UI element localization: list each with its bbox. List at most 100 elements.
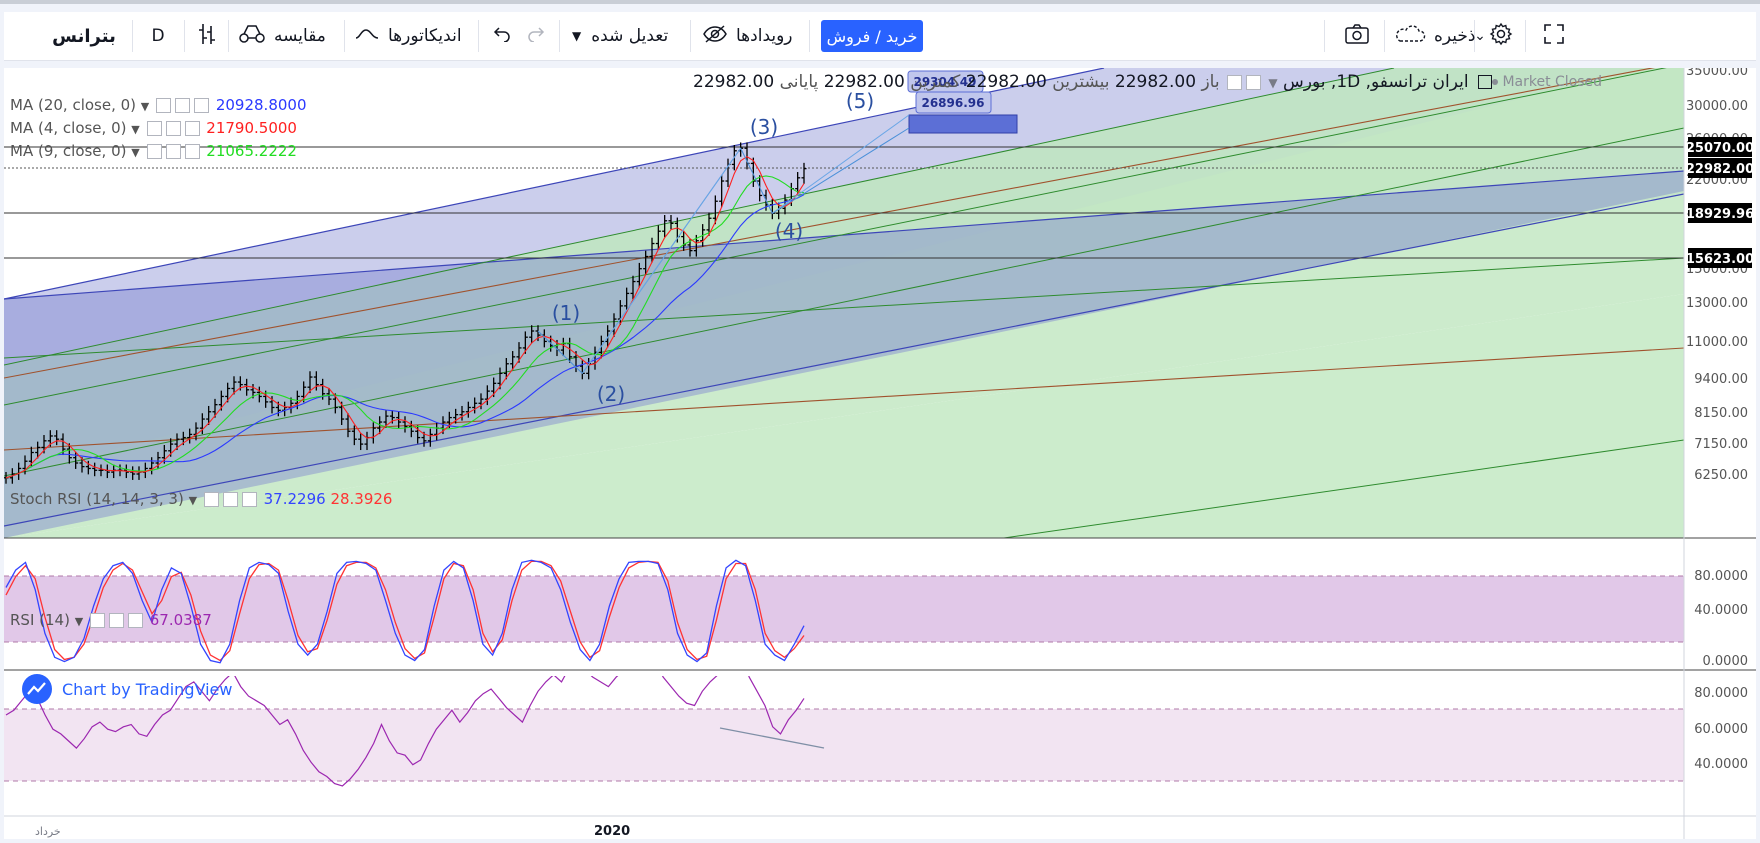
symbol-title: ایران ترانسفو, 1D, بورس [1283, 72, 1469, 92]
rsi-band-fill [4, 709, 1684, 781]
ma4-eye-icon[interactable] [146, 121, 162, 136]
green-line-4 [4, 257, 1684, 359]
interval-button[interactable]: D [151, 26, 165, 46]
price-bar [149, 457, 155, 475]
adjustment-dropdown[interactable]: ▼ تعدیل شده [572, 12, 682, 60]
save-button[interactable]: ذخیره [1394, 12, 1476, 60]
price-bar [668, 214, 674, 230]
ma4-legend[interactable]: MA (4, close, 0) ▼ 21790.5000 [10, 119, 297, 137]
compare-button[interactable]: مقایسه [238, 12, 334, 60]
price-bar [706, 212, 712, 236]
symbol-search[interactable]: بترانس [52, 25, 116, 47]
price-bar [427, 428, 433, 447]
stoch-k-value: 37.2296 [263, 490, 326, 508]
undo-button[interactable] [486, 12, 516, 60]
price-bar [415, 425, 421, 444]
price-bar [212, 398, 218, 418]
time-axis[interactable]: خرداد 2020 [35, 824, 630, 839]
chart-area[interactable]: (1) (2) (3) (4) (5) 35000.00 30 [4, 64, 1756, 839]
stoch-close-icon[interactable] [241, 492, 257, 507]
indicators-button[interactable]: اندیکاتورها [354, 12, 469, 60]
legend-settings-icon[interactable] [1226, 74, 1242, 90]
price-bar [750, 157, 756, 187]
price-bar [636, 262, 642, 288]
rsi-gear-icon[interactable] [108, 613, 124, 628]
ma9-gear-icon[interactable] [165, 144, 181, 159]
redo-button[interactable] [522, 12, 552, 60]
events-button[interactable]: رویدادها [702, 12, 802, 60]
fullscreen-button[interactable] [1532, 12, 1576, 60]
target-label-2: 26896.96 [921, 96, 984, 110]
drawings-layer [4, 68, 1684, 538]
price-bar [206, 405, 212, 425]
stoch-tick-label: 80.0000 [1694, 569, 1748, 584]
time-label-khordad: خرداد [35, 825, 61, 838]
main-legend: ایران ترانسفو, 1D, بورس ▼ باز 22982.00 ب… [693, 72, 1492, 92]
chevron-down-icon: ⌄ [1474, 28, 1486, 44]
ma9-eye-icon[interactable] [146, 144, 162, 159]
ma9-value: 21065.2222 [206, 142, 297, 160]
price-bar [383, 410, 389, 428]
ma20-line [5, 194, 805, 479]
save-menu-chevron[interactable]: ⌄ [1470, 12, 1490, 60]
snapshot-button[interactable] [1335, 12, 1379, 60]
compare-label: مقایسه [274, 26, 326, 46]
target-zone-box [908, 114, 1018, 134]
ma4-label: MA (4, close, 0) [10, 119, 127, 137]
top-toolbar: ⌄ ذخیره خرید [4, 12, 1756, 61]
price-level-tag [1688, 203, 1752, 223]
green-line-3 [4, 68, 1667, 406]
tradingview-watermark[interactable]: Chart by TradingView [22, 674, 232, 704]
legend-menu-icon[interactable]: ▼ [1268, 76, 1278, 90]
rsi-eye-icon[interactable] [89, 613, 105, 628]
price-tick-label: 11000.00 [1686, 335, 1748, 350]
price-bar [92, 462, 98, 477]
green-line-2 [4, 127, 1684, 477]
rsi-close-icon[interactable] [127, 613, 143, 628]
chart-type-button[interactable] [192, 12, 222, 60]
price-level-tag [1688, 158, 1752, 178]
price-bar [155, 451, 161, 469]
undo-icon [491, 26, 511, 47]
elliott-wave-labels: (1) (2) (3) (4) (5) [552, 89, 874, 406]
ma9-legend[interactable]: MA (9, close, 0) ▼ 21065.2222 [10, 142, 297, 160]
stoch-gear-icon[interactable] [222, 492, 238, 507]
price-bar [643, 250, 649, 275]
stoch-eye-icon[interactable] [203, 492, 219, 507]
price-series-layer [4, 114, 910, 484]
gear-icon [1489, 22, 1513, 51]
indicators-label: اندیکاتورها [388, 26, 462, 46]
price-bar [649, 237, 655, 263]
ma9-close-icon[interactable] [184, 144, 200, 159]
legend-collapse-icon[interactable] [1478, 75, 1492, 89]
price-level-label: 22982.00 [1686, 162, 1754, 177]
price-bar [313, 371, 319, 391]
target-label-1: 29304.49 [913, 75, 976, 89]
ma20-legend[interactable]: MA (20, close, 0) ▼ 20928.8000 [10, 96, 307, 114]
price-bar [54, 430, 60, 446]
watermark-text: Chart by TradingView [62, 679, 233, 699]
price-bar [193, 422, 199, 441]
rsi-legend[interactable]: RSI (14) ▼ 67.0387 [10, 611, 212, 629]
ma20-close-icon[interactable] [194, 98, 210, 113]
price-bar [22, 455, 28, 475]
green-line-1 [4, 68, 1395, 366]
ma4-gear-icon[interactable] [165, 121, 181, 136]
stoch-band-fill [4, 576, 1684, 642]
settings-button[interactable] [1481, 12, 1521, 60]
camera-icon [1344, 23, 1370, 50]
ma9-label: MA (9, close, 0) [10, 142, 127, 160]
price-level-label: 25070.00 [1686, 141, 1754, 156]
ma4-close-icon[interactable] [184, 121, 200, 136]
open-value: 22982.00 [1114, 72, 1197, 92]
ma20-eye-icon[interactable] [156, 98, 172, 113]
pitchfork-green-mid-fill [4, 68, 1684, 538]
price-axis[interactable]: 35000.0030000.0026000.0022000.0018000.00… [1686, 64, 1754, 772]
stoch-legend[interactable]: Stoch RSI (14, 14, 3, 3) ▼ 37.2296 28.39… [10, 490, 393, 508]
legend-eye-icon[interactable] [1245, 74, 1261, 90]
price-bar [478, 393, 484, 410]
buy-sell-button[interactable]: خرید / فروش [821, 20, 923, 52]
price-tick-label: 8150.00 [1694, 406, 1748, 421]
ma20-gear-icon[interactable] [175, 98, 191, 113]
